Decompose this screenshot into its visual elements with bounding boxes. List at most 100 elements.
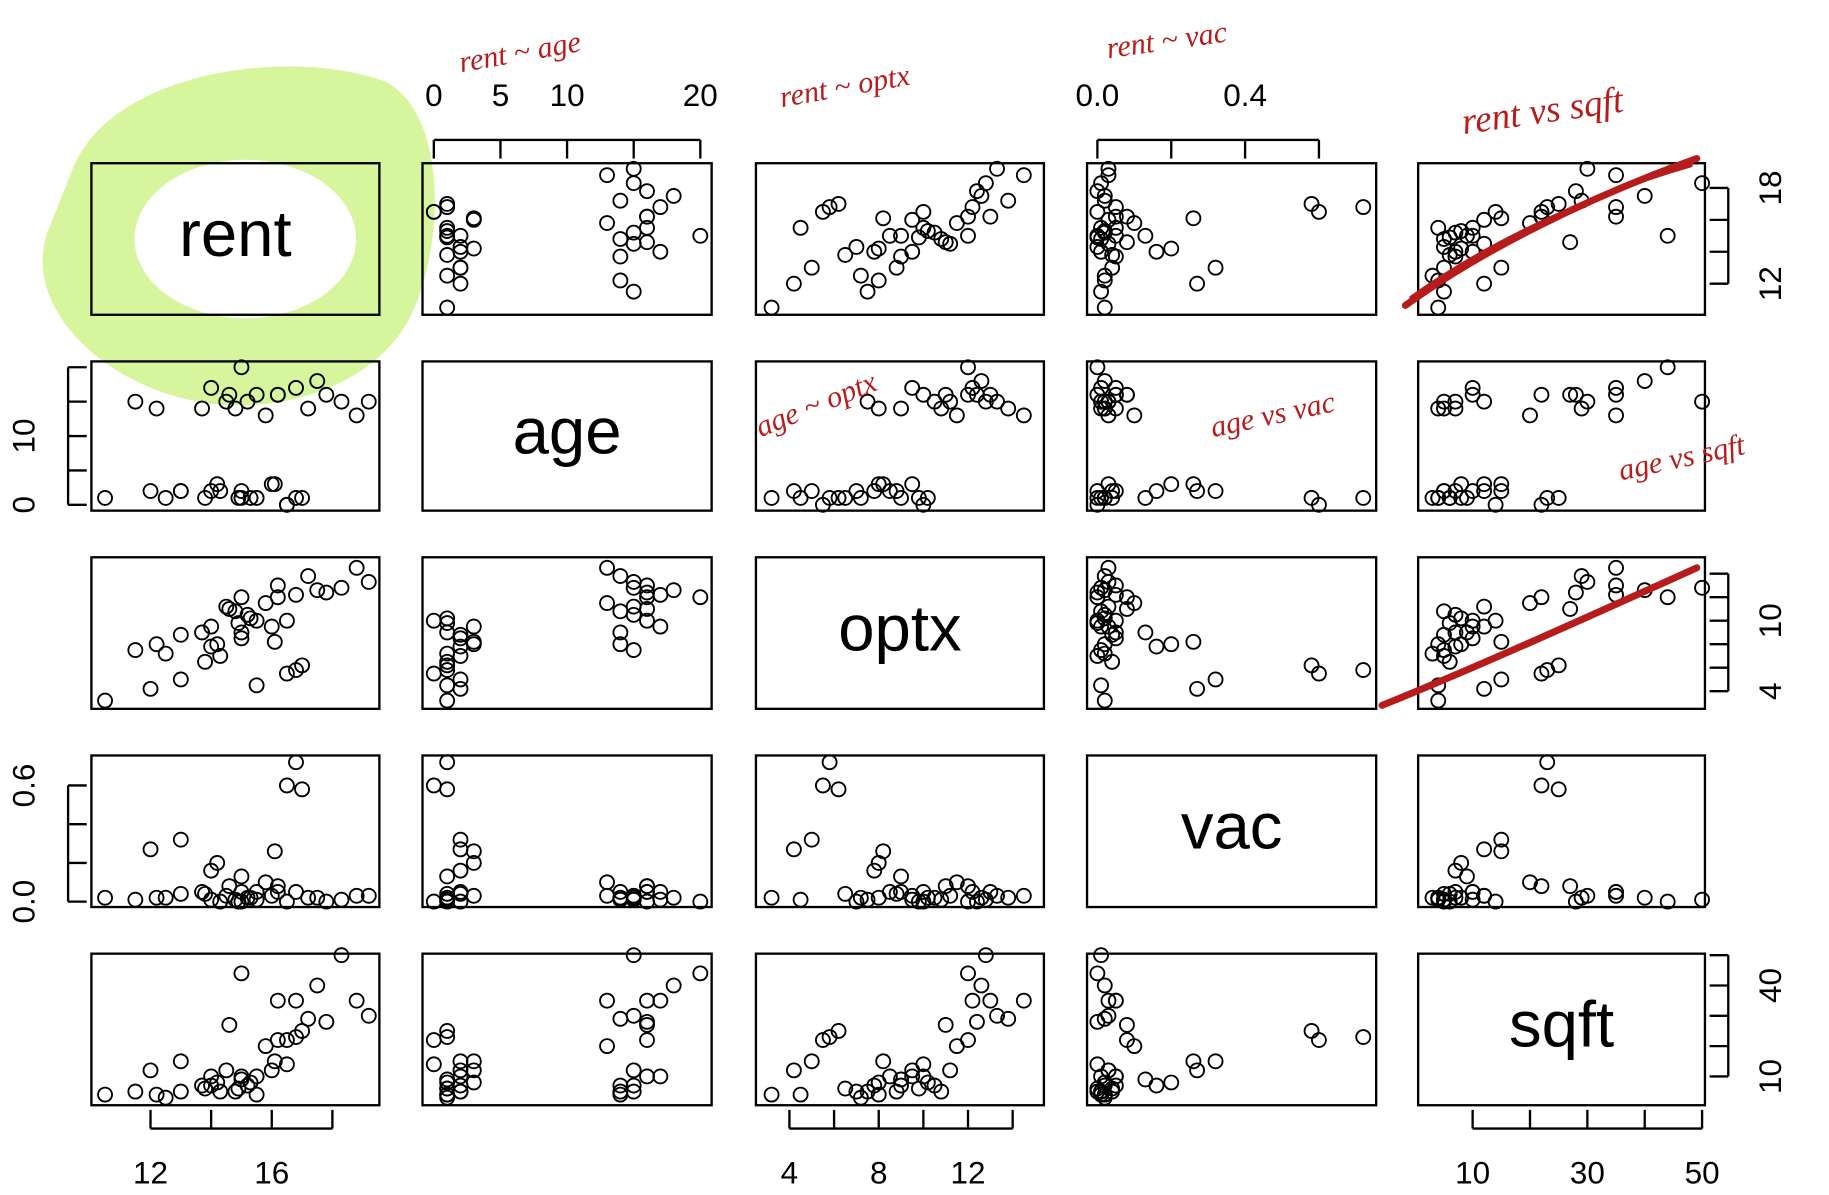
annotation: age vs vac — [1207, 384, 1338, 444]
point — [1094, 948, 1108, 962]
point — [950, 216, 964, 230]
point — [861, 285, 875, 299]
point — [319, 1015, 333, 1029]
point — [765, 891, 779, 905]
panel-frame — [423, 755, 712, 907]
point — [265, 620, 279, 634]
point — [1001, 402, 1015, 416]
point — [1661, 590, 1675, 604]
point — [1494, 672, 1508, 686]
point — [228, 1085, 242, 1099]
point — [1431, 301, 1445, 315]
point — [613, 194, 627, 208]
point — [640, 184, 654, 198]
point — [1460, 869, 1474, 883]
point — [1695, 581, 1709, 595]
point — [1356, 200, 1370, 214]
point — [1609, 210, 1623, 224]
point — [974, 979, 988, 993]
point — [1001, 194, 1015, 208]
point — [667, 189, 681, 203]
point — [1305, 197, 1319, 211]
point — [939, 1018, 953, 1032]
point — [1563, 879, 1577, 893]
point — [1638, 891, 1652, 905]
point — [961, 229, 975, 243]
point — [600, 994, 614, 1008]
point — [667, 583, 681, 597]
panel-frame — [1418, 755, 1705, 907]
point — [979, 948, 993, 962]
tick-label: 8 — [870, 1155, 888, 1190]
point — [310, 979, 324, 993]
point — [1431, 694, 1445, 708]
point — [1552, 658, 1566, 672]
point — [440, 301, 454, 315]
point — [1105, 628, 1119, 642]
point — [693, 590, 707, 604]
tick-label: 4 — [1753, 682, 1788, 700]
point — [1312, 205, 1326, 219]
annotation: rent vs sqft — [1459, 80, 1627, 143]
point — [1209, 261, 1223, 275]
point — [1209, 672, 1223, 686]
tick-label: 0.0 — [6, 880, 41, 924]
point — [1494, 261, 1508, 275]
tick-label: 12 — [133, 1155, 168, 1190]
point — [1105, 655, 1119, 669]
point — [1209, 484, 1223, 498]
tick-label: 12 — [1753, 266, 1788, 301]
variable-label: rent — [179, 197, 291, 270]
point — [174, 1085, 188, 1099]
variable-label: optx — [838, 591, 961, 664]
tick-label: 10 — [1753, 1059, 1788, 1094]
point — [1563, 602, 1577, 616]
point — [1695, 893, 1709, 907]
point — [653, 588, 667, 602]
point — [894, 869, 908, 883]
point — [1186, 1054, 1200, 1068]
point — [440, 248, 454, 262]
point — [453, 631, 467, 645]
point — [653, 1069, 667, 1083]
point — [1534, 778, 1548, 792]
point — [693, 966, 707, 980]
point — [983, 210, 997, 224]
tick-label: 20 — [683, 78, 718, 113]
point — [1494, 635, 1508, 649]
point — [174, 1054, 188, 1068]
variable-label: age — [513, 394, 622, 467]
point — [350, 408, 364, 422]
point — [765, 491, 779, 505]
point — [280, 778, 294, 792]
point — [350, 994, 364, 1008]
point — [794, 893, 808, 907]
tick-label: 16 — [254, 1155, 289, 1190]
point — [1638, 374, 1652, 388]
point — [765, 1088, 779, 1102]
point — [1098, 694, 1112, 708]
point — [159, 647, 173, 661]
point — [198, 655, 212, 669]
point — [1305, 658, 1319, 672]
annotation: rent ~ age — [456, 24, 583, 79]
point — [1431, 221, 1445, 235]
point — [1138, 1072, 1152, 1086]
tick-label: 10 — [6, 419, 41, 454]
point — [128, 643, 142, 657]
point — [440, 678, 454, 692]
point — [268, 477, 282, 491]
point — [832, 197, 846, 211]
point — [334, 893, 348, 907]
point — [467, 889, 481, 903]
point — [640, 1018, 654, 1032]
point — [174, 484, 188, 498]
point — [440, 755, 454, 769]
point — [195, 402, 209, 416]
tick-label: 12 — [951, 1155, 986, 1190]
point — [159, 1091, 173, 1105]
point — [1609, 408, 1623, 422]
point — [427, 614, 441, 628]
point — [453, 277, 467, 291]
point — [174, 833, 188, 847]
